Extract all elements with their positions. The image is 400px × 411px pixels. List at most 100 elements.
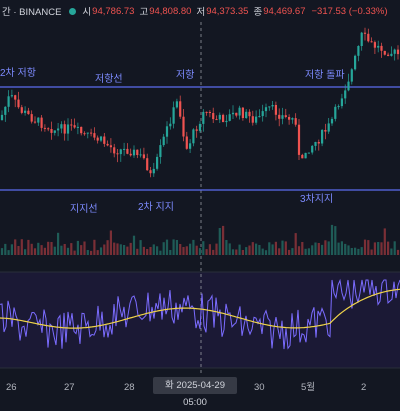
volume-bar	[284, 241, 287, 255]
volume-bar	[47, 241, 50, 255]
annotation-resistance-2: 2차 저항	[0, 67, 36, 79]
volume-bar	[172, 239, 175, 255]
candle-body	[70, 124, 73, 126]
volume-bar	[373, 242, 376, 255]
candle-body	[327, 123, 330, 132]
candle-body	[80, 126, 83, 134]
candle-body	[195, 129, 198, 131]
chart-plot[interactable]: 2차 저항 저항선 저항 저항 돌파 지지선 2차 지지 3차지지 26 27 …	[0, 0, 400, 400]
candle-body	[96, 137, 99, 141]
annotation-support-line: 지지선	[70, 203, 98, 215]
high-label: 고	[139, 7, 149, 18]
volume-bar	[57, 232, 60, 255]
candle-body	[20, 107, 23, 113]
volume-bar	[146, 249, 149, 255]
candle-body	[231, 112, 235, 115]
volume-bar	[367, 240, 370, 255]
volume-bar	[202, 241, 205, 255]
volume-bar	[4, 243, 7, 255]
volume-bar	[304, 248, 307, 255]
candle-body	[146, 158, 149, 171]
volume-bar	[96, 250, 99, 255]
candle-body	[149, 170, 152, 174]
volume-bar	[258, 245, 261, 255]
volume-bar	[245, 247, 248, 255]
candle-body	[294, 118, 297, 125]
candle-body	[175, 101, 178, 108]
volume-bar	[205, 249, 208, 255]
annotation-support-3: 3차지지	[300, 193, 333, 205]
volume-bar	[20, 239, 23, 255]
time-tick-label: 30	[254, 382, 265, 393]
candle-body	[255, 116, 258, 123]
time-tick-label: 5월	[301, 381, 315, 393]
volume-bar	[360, 247, 363, 255]
candle-body	[123, 148, 126, 150]
volume-bar	[340, 241, 343, 255]
symbol-label[interactable]: 간 · BINANCE	[2, 7, 62, 18]
volume-bar	[321, 244, 324, 255]
volume-bar	[139, 240, 142, 255]
candle-body	[43, 127, 46, 129]
time-tick-label: 27	[64, 382, 75, 393]
candle-body	[152, 168, 155, 174]
candle-body	[314, 142, 317, 146]
candle-body	[63, 124, 66, 134]
candle-body	[76, 126, 79, 128]
candle-body	[387, 54, 390, 56]
candle-body	[139, 154, 142, 156]
close-label: 종	[253, 7, 263, 18]
volume-bar	[393, 241, 396, 255]
candle-body	[14, 95, 17, 100]
candle-body	[73, 125, 76, 128]
candle-body	[169, 123, 172, 127]
candle-body	[136, 149, 139, 155]
candle-body	[383, 50, 386, 55]
candle-body	[179, 101, 182, 117]
volume-bar	[99, 247, 103, 255]
candle-body	[93, 133, 96, 138]
volume-bar	[334, 226, 337, 255]
volume-bar	[314, 242, 317, 255]
candle-body	[274, 105, 277, 115]
candle-body	[83, 133, 86, 135]
candle-body	[340, 98, 343, 107]
volume-bar	[116, 243, 119, 255]
candle-body	[185, 136, 188, 149]
candle-body	[390, 53, 393, 56]
candle-body	[182, 116, 185, 137]
candle-body	[222, 114, 225, 123]
candle-body	[380, 45, 383, 51]
candle-body	[357, 46, 360, 56]
volume-bar	[195, 245, 198, 255]
volume-bar	[264, 250, 268, 255]
volume-bar	[347, 245, 350, 255]
candle-body	[218, 114, 221, 120]
candle-body	[324, 130, 327, 132]
volume-bar	[255, 243, 258, 255]
candle-body	[33, 121, 37, 123]
volume-bars	[0, 224, 400, 255]
volume-bar	[324, 240, 327, 255]
volume-bar	[354, 247, 357, 255]
volume-bar	[93, 239, 96, 255]
candle-body	[208, 112, 211, 113]
candle-body	[116, 153, 119, 155]
volume-bar	[231, 249, 235, 255]
candle-body	[27, 110, 30, 115]
annotation-resistance: 저항	[176, 69, 194, 81]
volume-bar	[218, 228, 221, 255]
volume-bar	[113, 242, 116, 255]
candle-body	[212, 113, 215, 120]
candle-body	[330, 118, 334, 124]
volume-bar	[119, 244, 122, 255]
annotation-resistance-break: 저항 돌파	[305, 69, 345, 81]
volume-bar	[297, 246, 301, 255]
candle-body	[10, 95, 13, 97]
volume-bar	[238, 244, 241, 255]
candle-body	[360, 32, 363, 46]
candle-body	[347, 81, 350, 91]
volume-bar	[370, 249, 373, 255]
volume-bar	[14, 239, 17, 255]
legend-header: 간 · BINANCE 시 94,786.73 고 94,808.80 저 94,37…	[0, 0, 400, 22]
